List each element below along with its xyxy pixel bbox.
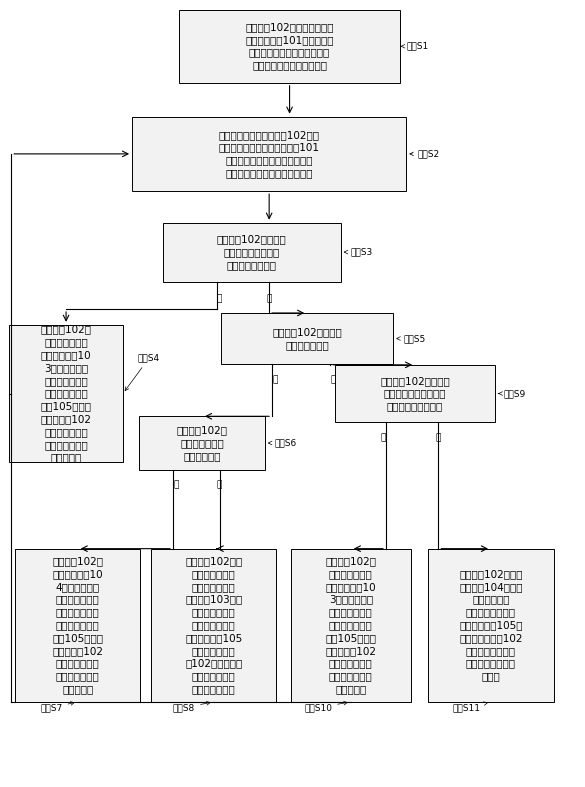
Text: 步骤S1: 步骤S1 [401, 42, 429, 50]
Text: 主控芯片102判断当前
温度和背景温度之差
计算出是否有热源: 主控芯片102判断当前 温度和背景温度之差 计算出是否有热源 [217, 235, 287, 270]
FancyBboxPatch shape [221, 313, 393, 364]
FancyBboxPatch shape [15, 549, 140, 702]
FancyBboxPatch shape [9, 325, 123, 462]
Text: 步骤S4: 步骤S4 [125, 353, 160, 390]
Text: 否: 否 [331, 375, 336, 384]
Text: 步骤S11: 步骤S11 [453, 702, 487, 712]
FancyBboxPatch shape [291, 549, 411, 702]
Text: 否: 否 [217, 294, 222, 303]
Text: 步骤S9: 步骤S9 [498, 389, 526, 398]
FancyBboxPatch shape [139, 416, 265, 470]
Text: 是: 是 [272, 375, 278, 384]
FancyBboxPatch shape [151, 549, 277, 702]
FancyBboxPatch shape [178, 9, 401, 83]
Text: 主控芯片102控
制打开报警器10
4进行报警，同
时更新非人体区
域的背景温度值
，通过无线发射
模块105无线传
输主控芯片102
的判断结果信息
到远程终: 主控芯片102控 制打开报警器10 4进行报警，同 时更新非人体区 域的背景温度… [52, 556, 103, 694]
FancyBboxPatch shape [428, 549, 553, 702]
Text: 步骤S7: 步骤S7 [40, 702, 74, 712]
Text: 步骤S6: 步骤S6 [269, 438, 297, 448]
Text: 间隔设定时间，主控芯片102再次
读取阵列式红外热电堆传感器101
测量的室内热源温度信息，通过
读取到的温度值绘制出热成像图: 间隔设定时间，主控芯片102再次 读取阵列式红外热电堆传感器101 测量的室内热… [219, 130, 319, 178]
Text: 否: 否 [217, 481, 222, 490]
Text: 是: 是 [436, 433, 441, 442]
Text: 主控芯片102更
新背景温度值同
时控制继电器10
3关闭，外部电
器设备随之关闭
，通过无线发射
模块105无线传
输主控芯片102
的判断结果信息
到远程终: 主控芯片102更 新背景温度值同 时控制继电器10 3关闭，外部电 器设备随之关… [325, 556, 376, 694]
Text: 主控芯片102进一步判
断该处热源是否是符合
火焰特征的高温热源: 主控芯片102进一步判 断该处热源是否是符合 火焰特征的高温热源 [380, 375, 450, 412]
Text: 是: 是 [173, 481, 178, 490]
Text: 步骤S3: 步骤S3 [344, 248, 373, 257]
Text: 主控芯片102判断该处
热源是否是人体: 主控芯片102判断该处 热源是否是人体 [272, 327, 342, 350]
Text: 步骤S8: 步骤S8 [173, 701, 210, 712]
Text: 步骤S2: 步骤S2 [410, 150, 440, 158]
Text: 步骤S10: 步骤S10 [304, 701, 347, 712]
Text: 主控芯片102读取阵列式红外
热电堆传感器101测量的室内
热源温度信息，根据室内热源
温度信息建立背景温度数据: 主控芯片102读取阵列式红外 热电堆传感器101测量的室内 热源温度信息，根据室… [245, 22, 334, 71]
Text: 主控芯片102更
新背景温度值同
时控制继电器10
3关闭，外部电
器设备随之关闭
，通过无线发射
模块105无线传
输主控芯片102
的判断结果信息
到远程终: 主控芯片102更 新背景温度值同 时控制继电器10 3关闭，外部电 器设备随之关… [40, 324, 92, 463]
FancyBboxPatch shape [132, 116, 407, 191]
Text: 否: 否 [380, 433, 386, 442]
Text: 是: 是 [267, 294, 272, 303]
Text: 主控芯片102更新
非人体区域的背
景温度值同时控
制继电器103打开
，外部电器设备
随之打开，通过
无线发射模块105
无线传输主控芯
片102的判断结果
: 主控芯片102更新 非人体区域的背 景温度值同时控 制继电器103打开 ，外部电… [185, 556, 242, 694]
FancyBboxPatch shape [163, 223, 340, 282]
Text: 主控芯片102判
断人体温度是否
达到发烧温度: 主控芯片102判 断人体温度是否 达到发烧温度 [177, 425, 228, 461]
Text: 步骤S5: 步骤S5 [397, 334, 426, 343]
FancyBboxPatch shape [335, 365, 495, 422]
Text: 主控芯片102控制打
开报警器104进行报
警，同时更新
背景温度值，通过
无线发射模块105无
线传输主控芯片102
的判断结果信息到
远程终端进行显示
和记: 主控芯片102控制打 开报警器104进行报 警，同时更新 背景温度值，通过 无线… [459, 569, 522, 682]
